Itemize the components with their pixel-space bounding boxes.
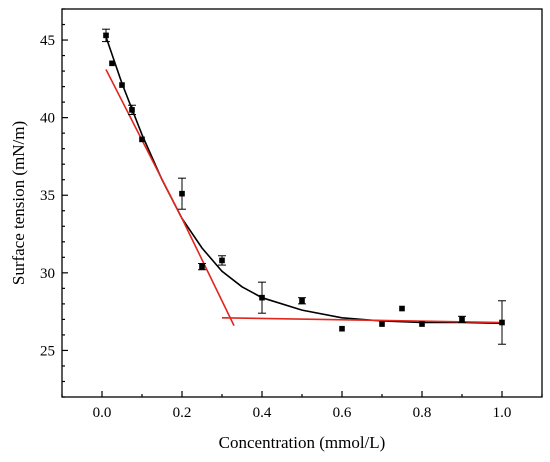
data-point xyxy=(199,263,205,270)
data-point xyxy=(129,107,135,113)
x-tick-label: 0.4 xyxy=(253,405,272,421)
plot-frame xyxy=(61,8,543,398)
fit-line-1 xyxy=(105,36,503,325)
data-point xyxy=(259,294,265,301)
x-tick-label: 0.6 xyxy=(333,405,352,421)
data-point xyxy=(103,32,109,39)
fit-lines xyxy=(105,36,503,326)
y-tick-label: 30 xyxy=(40,266,55,282)
y-tick-label: 25 xyxy=(40,343,55,359)
data-point xyxy=(339,325,345,332)
data-point xyxy=(379,321,385,327)
y-axis: 25 30 35 40 45 xyxy=(40,8,68,398)
data-point xyxy=(299,297,305,304)
data-point xyxy=(459,316,465,323)
y-tick-label: 45 xyxy=(40,33,55,49)
y-axis-title: Surface tension (mN/m) xyxy=(9,121,28,285)
x-tick-label: 0.0 xyxy=(93,405,112,421)
data-point xyxy=(499,319,505,326)
data-point xyxy=(109,60,115,67)
y-tick-label: 40 xyxy=(40,111,55,127)
data-points xyxy=(103,32,505,332)
data-point xyxy=(219,257,225,264)
x-axis: 0.0 0.2 0.4 0.6 0.8 1.0 xyxy=(61,391,543,421)
x-tick-label: 0.2 xyxy=(173,405,192,421)
y-tick-label: 35 xyxy=(40,188,55,204)
data-point xyxy=(119,82,125,88)
fit-line-3 xyxy=(221,317,503,324)
x-axis-title: Concentration (mmol/L) xyxy=(219,433,386,452)
data-point xyxy=(419,321,425,327)
fit-line-2 xyxy=(105,69,235,326)
data-point xyxy=(139,136,145,143)
data-point xyxy=(399,305,405,312)
x-tick-label: 0.8 xyxy=(413,405,432,421)
error-bars xyxy=(102,28,506,345)
x-tick-label: 1.0 xyxy=(493,405,512,421)
data-point xyxy=(179,190,185,197)
